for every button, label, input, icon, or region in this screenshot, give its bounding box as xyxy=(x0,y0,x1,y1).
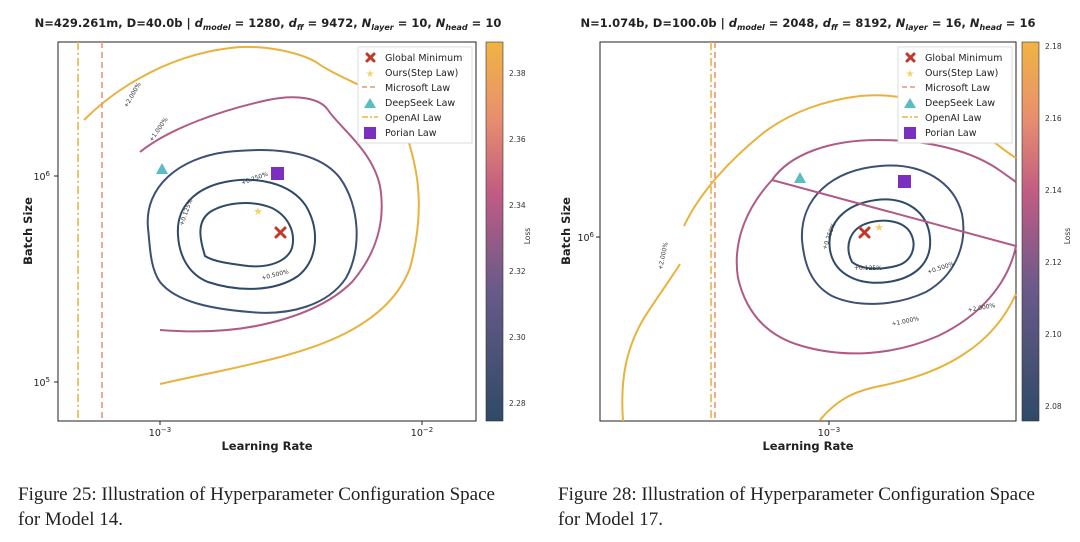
contour-0125-left xyxy=(199,202,294,268)
contour-1000-right xyxy=(735,138,1018,355)
chart-panel-left: N=429.261m, D=40.0b | dmodel = 1280, dff… xyxy=(18,16,532,530)
step-law-marker-left: ★ xyxy=(253,205,263,218)
step-law-marker-right: ★ xyxy=(874,221,884,234)
plot-area-left: +0.125% +0.250% +0.500% +1.000% +2.000% … xyxy=(57,41,477,422)
contour-0500-right xyxy=(800,164,965,305)
x-tick-left-1: 10−2 xyxy=(411,426,433,439)
colorbar-label-right: Loss xyxy=(1063,228,1072,245)
x-ticks-right: 10−3 xyxy=(818,421,840,439)
figure-caption-right: Figure 28: Illustration of Hyperparamete… xyxy=(558,484,1035,530)
legend-global-min: Global Minimum xyxy=(385,53,462,64)
x-tick-left-0: 10−3 xyxy=(149,426,171,439)
cb-tick-left-5: 2.28 xyxy=(509,399,526,408)
legend-right: Global Minimum ★ Ours(Step Law) Microsof… xyxy=(897,46,1013,144)
y-tick-left-1: 105 xyxy=(33,376,50,389)
legend-porian-r: Porian Law xyxy=(925,128,977,139)
legend-step-law-r: Ours(Step Law) xyxy=(925,68,998,79)
legend-left: Global Minimum ★ Ours(Step Law) Microsof… xyxy=(357,46,473,144)
global-min-marker-left xyxy=(274,226,287,239)
legend-openai-r: OpenAI Law xyxy=(925,113,982,124)
y-axis-label-left: Batch Size xyxy=(21,197,35,265)
contour-1000-left xyxy=(139,96,383,333)
contour-chart-right: N=1.074b, D=100.0b | dmodel = 2048, dff … xyxy=(559,16,1072,453)
legend-microsoft-r: Microsoft Law xyxy=(925,83,990,94)
global-min-marker-right xyxy=(858,226,871,239)
y-ticks-right: 106 xyxy=(577,231,600,244)
contour-label-2000-r: +2.000% xyxy=(967,302,996,314)
cb-tick-left-0: 2.38 xyxy=(509,69,526,78)
cb-tick-left-4: 2.30 xyxy=(509,333,526,342)
cb-tick-right-5: 2.08 xyxy=(1045,402,1062,411)
contour-chart-left: N=429.261m, D=40.0b | dmodel = 1280, dff… xyxy=(21,16,532,453)
cb-tick-left-3: 2.32 xyxy=(509,267,526,276)
legend-deepseek-r: DeepSeek Law xyxy=(925,98,995,109)
plot-area-right: +0.125% +0.250% +0.500% +1.000% +2.000% … xyxy=(599,41,1018,422)
svg-text:★: ★ xyxy=(366,69,375,80)
legend-global-min-r: Global Minimum xyxy=(925,53,1002,64)
chart-title-left: N=429.261m, D=40.0b | dmodel = 1280, dff… xyxy=(35,16,502,32)
y-ticks-left: 106 105 xyxy=(33,170,58,389)
legend-deepseek: DeepSeek Law xyxy=(385,98,455,109)
y-tick-left-0: 106 xyxy=(33,170,50,183)
contour-0125-right xyxy=(847,219,915,270)
x-tick-right-0: 10−3 xyxy=(818,426,840,439)
contour-label-0125-r: +0.125% xyxy=(854,265,882,272)
colorbar-label-left: Loss xyxy=(523,228,532,245)
deepseek-marker-right xyxy=(794,172,806,183)
cb-tick-right-4: 2.10 xyxy=(1045,330,1062,339)
figure-caption-left: Figure 25: Illustration of Hyperparamete… xyxy=(18,484,495,530)
colorbar-left: 2.38 2.36 2.34 2.32 2.30 2.28 Loss xyxy=(485,41,532,422)
chart-panel-right: N=1.074b, D=100.0b | dmodel = 2048, dff … xyxy=(540,0,1080,542)
legend-microsoft: Microsoft Law xyxy=(385,83,450,94)
contour-2000b-right xyxy=(621,263,681,422)
porian-marker-left xyxy=(271,167,284,180)
cb-tick-right-0: 2.18 xyxy=(1045,42,1062,51)
chart-title-right: N=1.074b, D=100.0b | dmodel = 2048, dff … xyxy=(581,16,1036,32)
svg-text:★: ★ xyxy=(906,69,915,80)
colorbar-right: 2.18 2.16 2.14 2.12 2.10 2.08 Loss xyxy=(1021,41,1072,422)
cb-tick-right-1: 2.16 xyxy=(1045,114,1062,123)
x-axis-label-left: Learning Rate xyxy=(221,439,312,453)
y-axis-label-right: Batch Size xyxy=(559,197,573,265)
contour-0250-right xyxy=(828,198,932,284)
x-axis-label-right: Learning Rate xyxy=(762,439,853,453)
contour-0500-left xyxy=(146,149,358,314)
legend-porian: Porian Law xyxy=(385,128,437,139)
cb-tick-right-2: 2.14 xyxy=(1045,186,1062,195)
cb-tick-left-1: 2.36 xyxy=(509,135,526,144)
y-tick-right-0: 106 xyxy=(577,231,594,244)
legend-step-law: Ours(Step Law) xyxy=(385,68,458,79)
cb-tick-right-3: 2.12 xyxy=(1045,258,1062,267)
deepseek-marker-left xyxy=(156,163,168,174)
cb-tick-left-2: 2.34 xyxy=(509,201,526,210)
legend-openai: OpenAI Law xyxy=(385,113,442,124)
contour-0250-left xyxy=(176,178,316,290)
x-ticks-left: 10−3 10−2 xyxy=(149,421,433,439)
porian-marker-right xyxy=(898,175,911,188)
